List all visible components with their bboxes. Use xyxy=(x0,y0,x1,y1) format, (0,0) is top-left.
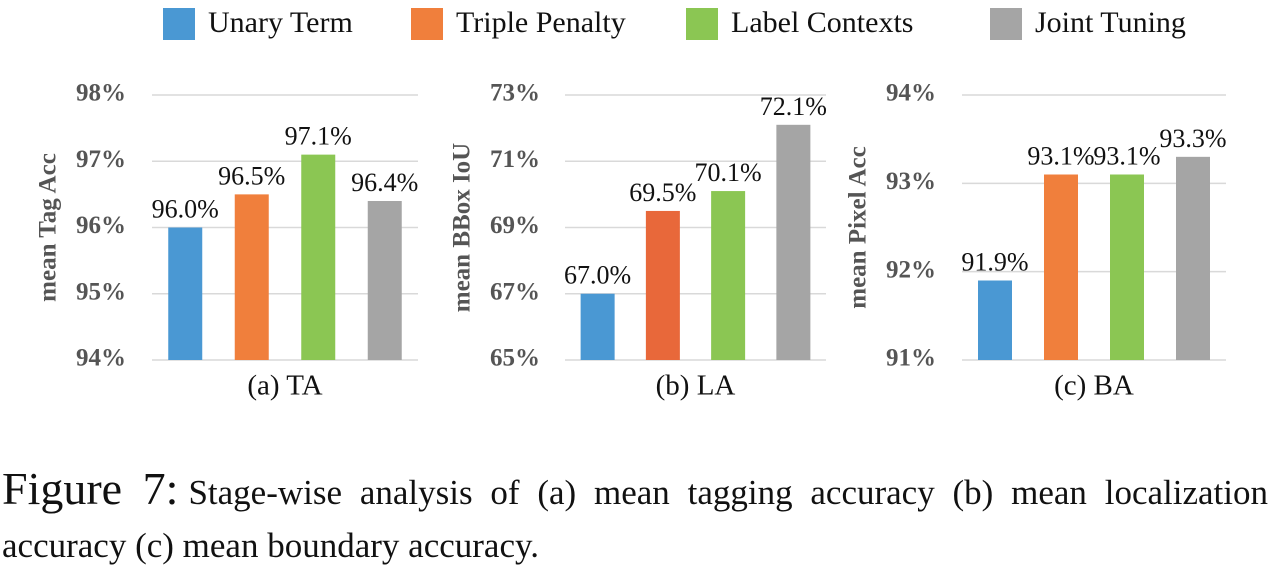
legend-swatch xyxy=(163,8,195,40)
bar xyxy=(776,124,811,360)
x-axis-label: (c) BA xyxy=(1054,370,1134,402)
y-tick-label: 71% xyxy=(490,146,540,173)
y-tick-label: 69% xyxy=(490,212,540,239)
y-axis-label: mean Pixel Acc xyxy=(845,146,872,308)
figure: Unary Term Triple Penalty Label Contexts Jo… xyxy=(35,6,1227,402)
y-tick-label: 93% xyxy=(886,168,936,195)
caption-text: Stage-wise analysis of (a) mean tagging … xyxy=(2,473,1268,565)
bar xyxy=(301,154,336,360)
caption-label: Figure 7: xyxy=(2,463,179,514)
legend-label: Joint Tuning xyxy=(1035,6,1186,39)
y-axis-label: mean Tag Acc xyxy=(35,153,62,302)
y-tick-label: 95% xyxy=(76,278,126,305)
y-tick-label: 91% xyxy=(886,345,936,372)
y-tick-label: 65% xyxy=(490,345,540,372)
legend-label: Triple Penalty xyxy=(456,6,626,39)
bar xyxy=(1110,174,1144,360)
legend-swatch xyxy=(411,8,443,40)
value-label: 93.1% xyxy=(1093,141,1160,170)
x-axis-label: (a) TA xyxy=(247,370,322,402)
legend-swatch xyxy=(990,8,1022,40)
value-label: 69.5% xyxy=(629,178,696,207)
y-tick-label: 92% xyxy=(886,256,936,283)
bar xyxy=(1176,156,1210,360)
y-axis-label: mean BBox IoU xyxy=(449,143,476,312)
value-label: 67.0% xyxy=(564,261,631,290)
value-label: 96.4% xyxy=(351,168,418,197)
value-label: 93.3% xyxy=(1159,124,1226,153)
y-tick-label: 94% xyxy=(886,80,936,107)
bar xyxy=(367,201,402,360)
y-tick-label: 73% xyxy=(490,80,540,107)
value-label: 96.5% xyxy=(218,161,285,190)
legend-swatch xyxy=(686,8,718,40)
y-tick-label: 97% xyxy=(76,146,126,173)
y-tick-label: 67% xyxy=(490,278,540,305)
value-label: 70.1% xyxy=(695,158,762,187)
y-tick-label: 98% xyxy=(76,80,126,107)
bar xyxy=(580,293,615,360)
value-label: 91.9% xyxy=(961,247,1028,276)
value-label: 93.1% xyxy=(1027,141,1094,170)
y-tick-label: 96% xyxy=(76,212,126,239)
legend-label: Unary Term xyxy=(208,6,353,39)
x-axis-label: (b) LA xyxy=(656,370,736,402)
caption: Figure 7: Stage-wise analysis of (a) mean… xyxy=(2,462,1268,572)
y-tick-label: 94% xyxy=(76,345,126,372)
bar xyxy=(168,227,203,360)
bar xyxy=(234,194,269,360)
value-label: 97.1% xyxy=(285,122,352,151)
bar xyxy=(1044,174,1078,360)
bar xyxy=(645,210,680,360)
bar xyxy=(978,280,1012,360)
value-label: 72.1% xyxy=(760,92,827,121)
value-label: 96.0% xyxy=(152,194,219,223)
bar xyxy=(711,191,746,360)
legend-label: Label Contexts xyxy=(731,6,913,39)
